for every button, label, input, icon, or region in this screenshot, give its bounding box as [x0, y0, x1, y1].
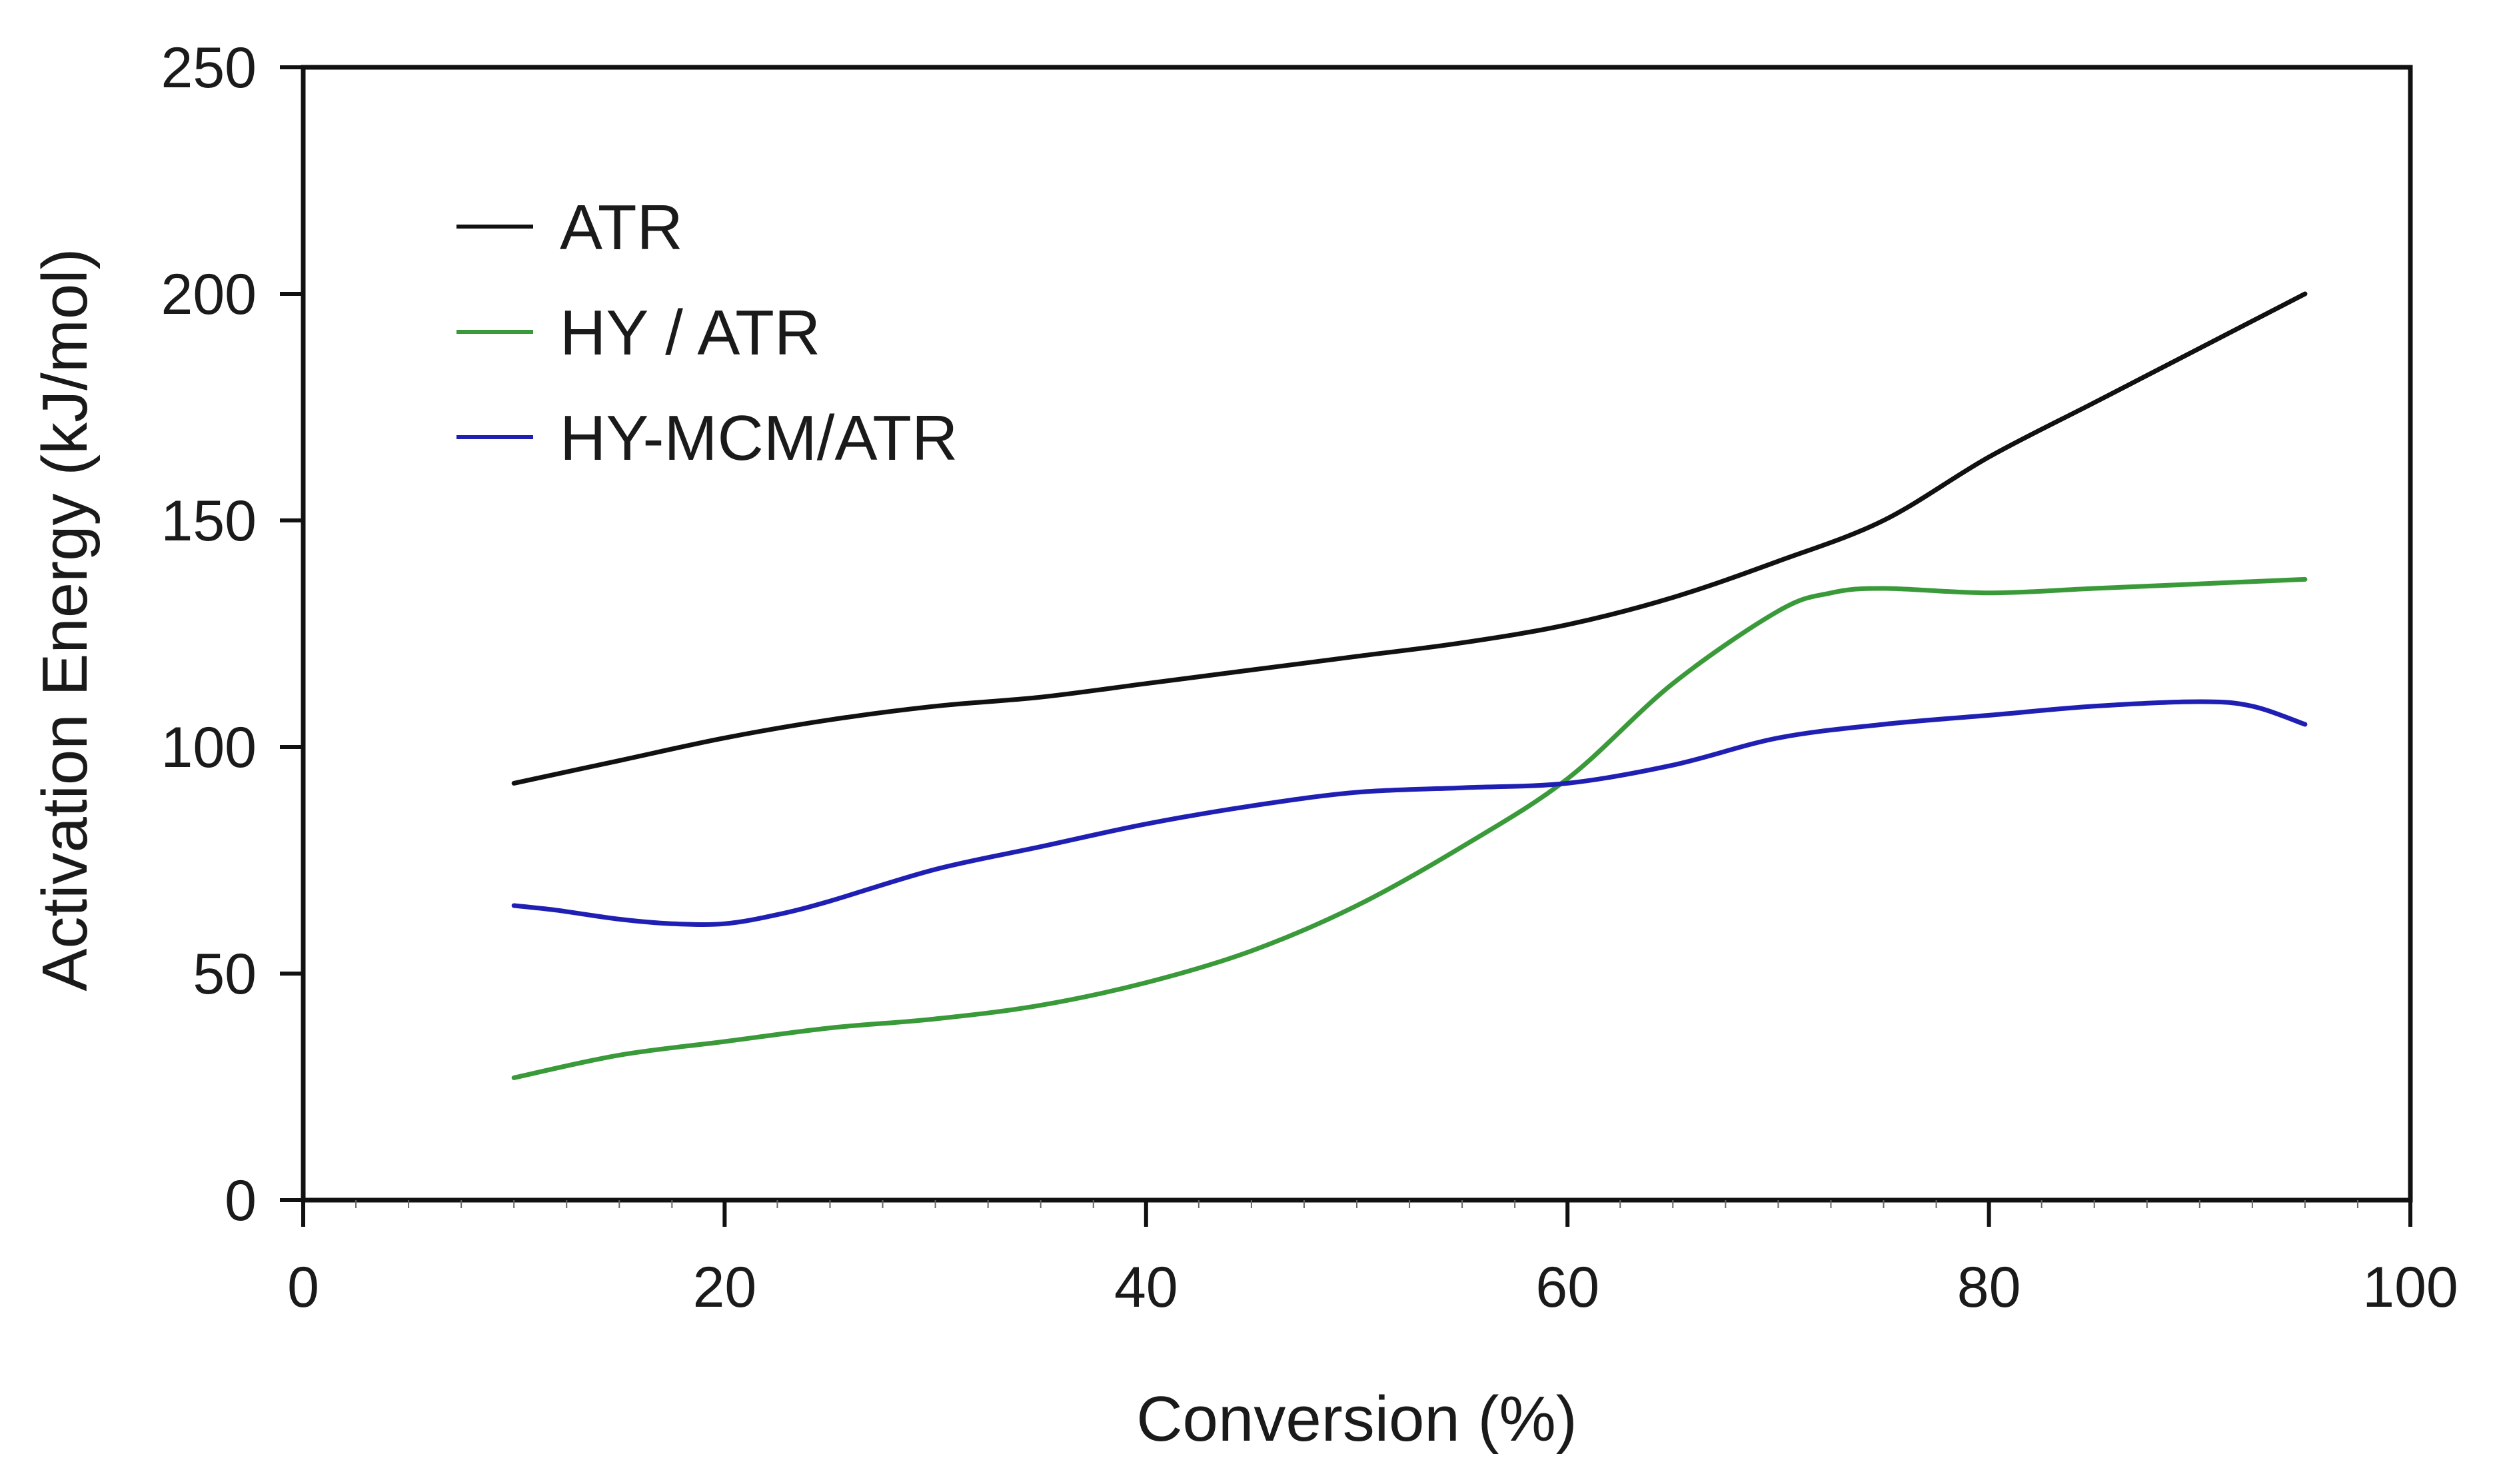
- series-lines: [511, 291, 2308, 1080]
- y-axis-title: Activation Energy (kJ/mol): [29, 248, 101, 991]
- x-minor-ticks: [355, 1200, 2358, 1208]
- x-tick-label: 60: [1535, 1255, 1599, 1319]
- legend: ATR HY / ATR HY-MCM/ATR: [456, 192, 958, 474]
- y-tick-label: 50: [193, 942, 257, 1006]
- x-tick-label: 40: [1114, 1255, 1178, 1319]
- series-line-hy-atr: [511, 576, 2308, 1080]
- y-axis-ticks: 0 50 100 150 200 250: [161, 36, 303, 1233]
- y-tick-label: 150: [161, 489, 257, 553]
- x-axis-ticks: 0 20 40 60 80 100: [287, 1200, 2458, 1319]
- series-line-hy-mcm-atr: [511, 699, 2308, 928]
- x-axis-title: Conversion (%): [1136, 1383, 1577, 1455]
- x-tick-label: 80: [1957, 1255, 2021, 1319]
- legend-label-hy-mcm-atr: HY-MCM/ATR: [560, 402, 958, 474]
- x-tick-label: 0: [287, 1255, 319, 1319]
- y-tick-label: 100: [161, 716, 257, 780]
- y-tick-label: 200: [161, 263, 257, 327]
- series-line-atr: [511, 291, 2308, 786]
- x-tick-label: 20: [693, 1255, 757, 1319]
- y-tick-label: 250: [161, 36, 257, 100]
- y-tick-label: 0: [225, 1169, 257, 1233]
- legend-label-hy-atr: HY / ATR: [560, 297, 820, 369]
- x-tick-label: 100: [2362, 1255, 2458, 1319]
- legend-label-atr: ATR: [560, 192, 683, 263]
